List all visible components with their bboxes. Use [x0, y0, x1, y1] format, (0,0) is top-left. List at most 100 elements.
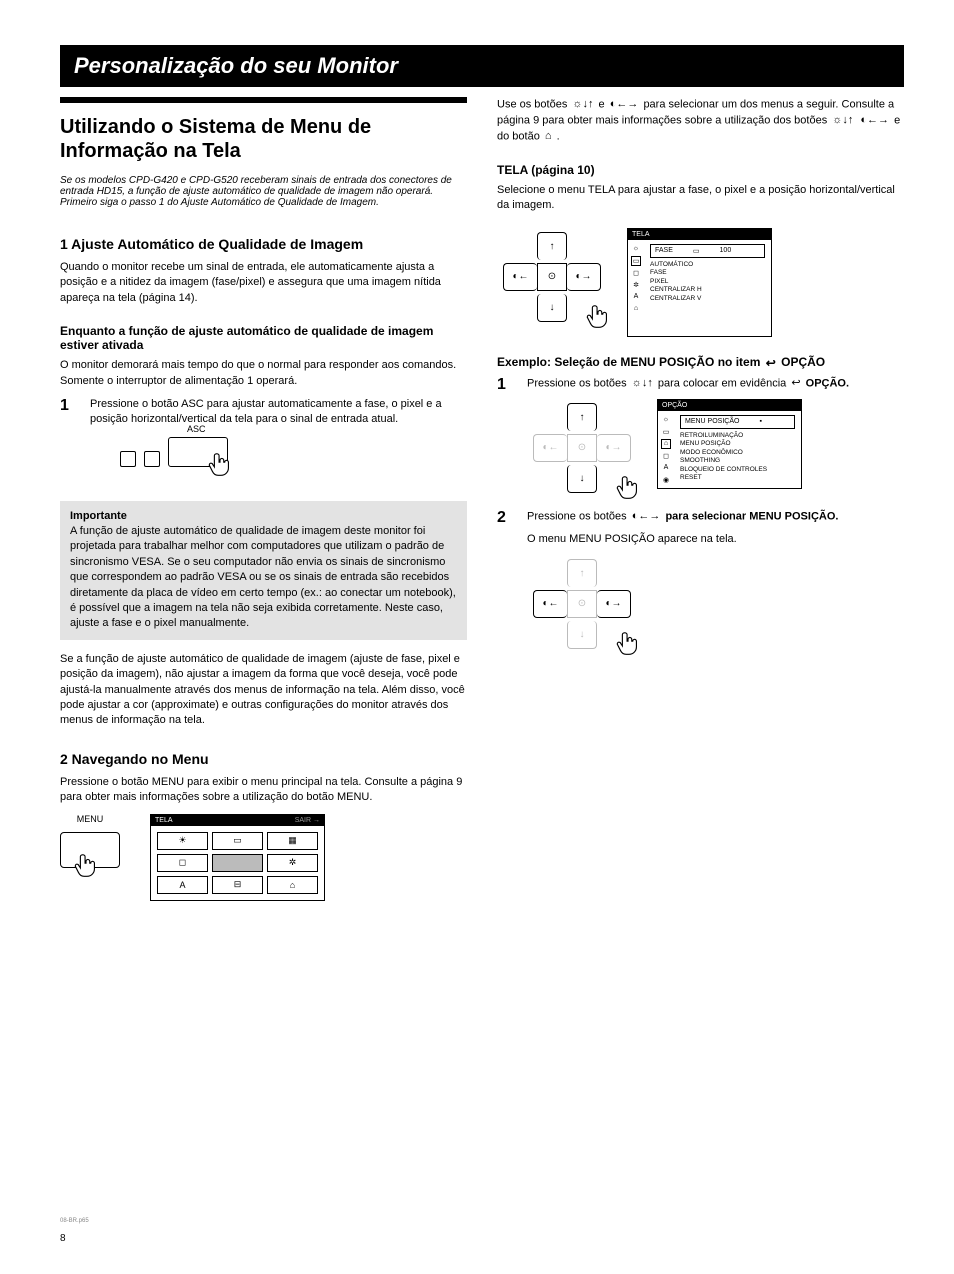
dpad-vertical[interactable]: ↑ ↓ ◐← ◐→ ⊙: [527, 403, 637, 493]
option-icon: ⌂: [545, 129, 552, 144]
tela-desc: Selecione o menu TELA para ajustar a fas…: [497, 183, 904, 214]
important-heading: Importante: [70, 510, 127, 522]
step-1-text: Pressione o botão ASC para ajustar autom…: [90, 397, 467, 427]
screen-icon: ▭: [631, 256, 641, 266]
asc-button-illustration: ASC: [120, 437, 467, 467]
osd-cell: A: [157, 876, 208, 894]
osd-cell: ▦: [267, 832, 318, 850]
dpad-left[interactable]: ◐←: [533, 590, 567, 618]
osd-list: AUTOMÁTICO FASE PIXEL CENTRALIZAR H CENT…: [650, 261, 765, 303]
dpad-up[interactable]: ↑: [537, 232, 567, 260]
dpad-down[interactable]: ↓: [537, 294, 567, 322]
osd-tela: TELA ☼ ▭ ◻ ✲ A ⌂ FASE: [627, 228, 772, 337]
step-number: 1: [497, 376, 517, 394]
dpad-left[interactable]: ◐←: [503, 263, 537, 291]
corner-icon: ▪: [759, 418, 761, 425]
small-button-2: [144, 451, 160, 467]
dpad-left-inactive: ◐←: [533, 434, 567, 462]
dpad-right[interactable]: ◐→: [567, 263, 601, 291]
dpad-horizontal[interactable]: ↑ ↓ ◐← ◐→ ⊙: [527, 559, 637, 649]
heading-while-active: Enquanto a função de ajuste automático d…: [60, 324, 467, 352]
option-icon-sel: ⌂: [661, 439, 671, 449]
step-3-1: 1 Pressione os botões ☼↓↑ para colocar e…: [497, 376, 904, 497]
menu-button-row: MENU TELASAIR → ☀ ▭ ▦ ◻ ✲ A: [60, 814, 467, 901]
lang-icon: A: [661, 463, 671, 473]
osd-sidebar: ☼ ▭ ◻ ✲ A ⌂: [631, 244, 641, 314]
osd-cell: ⌂: [267, 876, 318, 894]
lang-icon: A: [631, 292, 641, 302]
dpad-center[interactable]: ⊙: [537, 263, 567, 291]
dpad-all[interactable]: ↑ ↓ ◐← ◐→ ⊙: [497, 232, 607, 322]
menu-label: MENU: [77, 814, 104, 824]
page: Personalização do seu Monitor Utilizando…: [0, 0, 954, 1274]
dpad-up[interactable]: ↑: [567, 403, 597, 431]
step-1: 1 Pressione o botão ASC para ajustar aut…: [60, 397, 467, 477]
contrast-left-right-icon: ◐←→: [610, 97, 639, 112]
osd-option-title: OPÇÃO: [662, 402, 687, 409]
page-number: 8: [60, 1233, 66, 1244]
dpad-right[interactable]: ◐→: [597, 590, 631, 618]
asc-button[interactable]: ASC: [168, 437, 228, 467]
osd-sidebar: ☼ ▭ ⌂ ◻ A ◉: [661, 415, 671, 485]
hand-icon: [71, 851, 101, 881]
hand-icon: [583, 302, 613, 332]
contrast-left-right-icon: ◐←→: [632, 509, 661, 524]
important-text: A função de ajuste automático de qualida…: [70, 525, 456, 629]
heading-tela: TELA (página 10): [497, 163, 904, 177]
step-3-1-text: Pressione os botões ☼↓↑ para colocar em …: [527, 376, 904, 391]
auto-adjust-desc: Quando o monitor recebe um sinal de entr…: [60, 260, 467, 306]
color-icon: ◻: [631, 268, 641, 278]
osd-value-label: FASE: [655, 247, 673, 254]
osd-main-title: TELA: [155, 817, 173, 824]
input-icon: ↩: [766, 356, 776, 370]
osd-cell: ☀: [157, 832, 208, 850]
model-note: Se os modelos CPD-G420 e CPD-G520 recebe…: [60, 175, 467, 208]
input-icon: ↩: [791, 376, 800, 391]
dpad-center-inactive: ⊙: [567, 434, 597, 462]
menu-button[interactable]: [60, 832, 120, 868]
use-buttons-intro: Use os botões ☼↓↑ e ◐←→ para selecionar …: [497, 97, 904, 145]
tool-icon: ⌂: [631, 304, 641, 314]
color-icon: ◻: [661, 451, 671, 461]
step-3-2: 2 Pressione os botões ◐←→ para seleciona…: [497, 509, 904, 653]
dpad-right-inactive: ◐→: [597, 434, 631, 462]
osd-value: 100: [720, 247, 732, 254]
manual-adjust-desc: Se a função de ajuste automático de qual…: [60, 652, 467, 729]
columns: Utilizando o Sistema de Menu de Informaç…: [60, 97, 904, 901]
brightness-down-up-icon: ☼↓↑: [572, 97, 593, 112]
brightness-icon: ☼: [631, 244, 641, 254]
dpad-up-inactive: ↑: [567, 559, 597, 587]
dpad-center-inactive: ⊙: [567, 590, 597, 618]
osd-exit: SAIR →: [295, 817, 320, 824]
screen-icon: ▭: [661, 427, 671, 437]
heading-example: Exemplo: Seleção de MENU POSIÇÃO no item…: [497, 355, 904, 370]
section-indicator: [60, 97, 467, 103]
contrast-left-right-icon: ◐←→: [860, 113, 889, 128]
while-active-desc: O monitor demorará mais tempo do que o n…: [60, 358, 467, 389]
step-number: 1: [60, 397, 80, 415]
osd-grid: ☀ ▭ ▦ ◻ ✲ A ⊟ ⌂: [151, 826, 324, 900]
osd-cell: ⊟: [212, 876, 263, 894]
osd-list: RETROILUMINAÇÃO MENU POSIÇÃO MODO ECONÔM…: [680, 432, 795, 483]
left-column: Utilizando o Sistema de Menu de Informaç…: [60, 97, 467, 901]
osd-tela-title: TELA: [632, 231, 650, 238]
brightness-down-up-icon: ☼↓↑: [632, 376, 653, 391]
heading-navigating: 2 Navegando no Menu: [60, 751, 467, 767]
small-button-1: [120, 451, 136, 467]
osd-cell-selected: [212, 854, 263, 872]
brightness-icon: ☼: [661, 415, 671, 425]
important-box: Importante A função de ajuste automático…: [60, 501, 467, 640]
heading-menu-system: Utilizando o Sistema de Menu de Informaç…: [60, 115, 467, 163]
lock-icon: ◉: [661, 475, 671, 485]
dpad-down-inactive: ↓: [567, 621, 597, 649]
osd-cell: ▭: [212, 832, 263, 850]
brightness-down-up-icon: ☼↓↑: [832, 113, 853, 128]
osd-value-box: MENU POSIÇÃO ▪: [680, 415, 795, 429]
step-3-2-result: O menu MENU POSIÇÃO aparece na tela.: [527, 532, 904, 547]
step-3-2-text: Pressione os botões ◐←→ para selecionar …: [527, 509, 904, 524]
dpad-down[interactable]: ↓: [567, 465, 597, 493]
osd-cell: ✲: [267, 854, 318, 872]
title-bar: Personalização do seu Monitor: [60, 45, 904, 87]
hand-icon: [613, 629, 643, 659]
osd-main-menu: TELA SAIR → ☀ ▭ ▦ ◻ ✲ A ⊟ ⌂: [150, 814, 325, 901]
